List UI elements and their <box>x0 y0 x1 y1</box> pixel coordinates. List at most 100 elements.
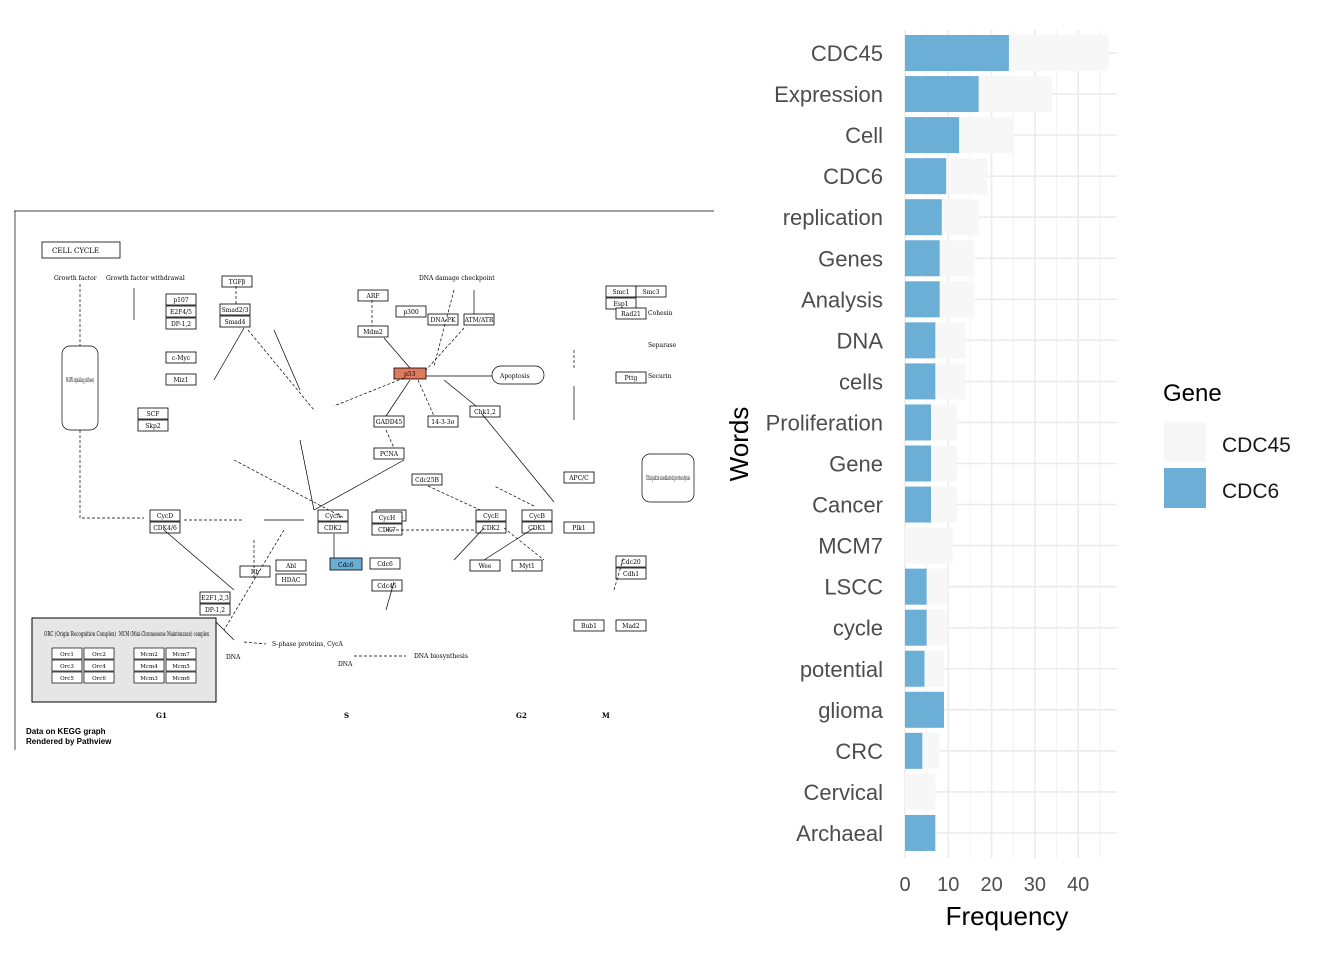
phase-g1: G1 <box>156 711 167 720</box>
x-tick-label: 0 <box>899 874 910 896</box>
y-tick-label: Proliferation <box>766 410 883 435</box>
gene-label: Smad2/3 <box>222 307 249 314</box>
y-tick-label: Cervical <box>804 780 883 805</box>
bar-cdc6-expression <box>905 76 979 113</box>
y-tick-label: cycle <box>833 616 883 641</box>
gene-box <box>369 557 401 570</box>
bar-cdc6-cdc45 <box>905 35 1009 71</box>
pathway-edge <box>385 581 395 611</box>
gene-label: Skp2 <box>145 423 161 430</box>
label-dna-damage: DNA damage checkpoint <box>419 275 495 282</box>
complex-subunit-label: Orc4 <box>92 664 106 670</box>
pathway-edge <box>333 377 405 407</box>
label-ubiquitin: Ubiquitin mediated proteolysis <box>646 475 690 482</box>
y-tick-labels: CDC45 Expression Cell CDC6 replication Genes A… <box>766 41 884 846</box>
pathway-edges <box>133 286 625 641</box>
gene-box <box>371 511 403 524</box>
gene-label: E2F1,2,3 <box>201 595 229 602</box>
y-tick-label: potential <box>800 657 883 682</box>
gene-box <box>221 275 253 288</box>
gene-box-cdc6 <box>329 557 363 571</box>
phase-m: M <box>602 711 610 720</box>
gene-label: Cdc20 <box>621 559 641 566</box>
label-dna-1: DNA <box>226 654 241 661</box>
legend-key-cdc45 <box>1164 422 1206 462</box>
gene-label: Esp1 <box>613 301 628 308</box>
legend-title: Gene <box>1163 380 1222 407</box>
pathway-edge <box>247 329 315 411</box>
pathway-edge <box>425 327 465 371</box>
gene-label: Wee <box>479 563 492 570</box>
gene-box <box>469 405 501 418</box>
pathway-edge <box>613 555 625 591</box>
gene-box <box>165 293 197 306</box>
gene-label: 14-3-3σ <box>431 419 454 426</box>
gene-label: CycH <box>379 515 396 522</box>
bar-cdc6-crc <box>905 732 923 769</box>
gene-label: Smc1 <box>613 289 630 296</box>
pathway-edge <box>213 619 235 641</box>
gene-label: Bub1 <box>581 623 597 630</box>
y-tick-label: Cell <box>845 123 883 148</box>
pathway-edge <box>213 327 245 381</box>
complex-subunit-label: Mcm5 <box>172 664 190 670</box>
complex-subunit-label: Orc3 <box>60 664 74 670</box>
gene-label: c-Myc <box>172 355 191 362</box>
pathway-edge <box>383 337 411 369</box>
x-axis-title: Frequency <box>946 901 1069 931</box>
gene-label: Cdc25B <box>415 477 439 484</box>
pathway-edge <box>273 329 301 391</box>
gene-label: Myt1 <box>519 563 535 570</box>
gene-label: ATM/ATR <box>464 317 494 324</box>
gene-box <box>373 415 405 428</box>
complex-subunit-label: Mcm3 <box>140 676 158 682</box>
x-tick-label: 10 <box>937 874 959 896</box>
gene-label: Abl <box>285 563 296 570</box>
y-tick-label: Genes <box>818 246 883 271</box>
gene-box-group: TGFβ Smad2/3 Smad4 p107 E2F4/5 DP-1,2 c-Myc Miz… <box>137 275 667 632</box>
pathway-edge <box>453 527 485 561</box>
gene-box <box>239 565 271 578</box>
bar-cdc6-dna <box>905 322 936 359</box>
legend-label-cdc6: CDC6 <box>1222 480 1279 503</box>
label-dna-biosynthesis: DNA biosynthesis <box>414 653 468 660</box>
bar-cdc6-cell <box>905 117 960 154</box>
gene-box <box>219 315 251 328</box>
gene-box <box>615 307 647 320</box>
gene-label: CDK7 <box>378 527 396 534</box>
kegg-pathway-svg: CELL CYCLE Growth factor Growth factor w… <box>14 210 714 750</box>
gene-box <box>635 285 667 298</box>
gene-label: Pttg <box>625 375 638 382</box>
gene-label: Smad4 <box>224 319 245 326</box>
bar-cdc45-cervical <box>905 773 936 810</box>
gene-label: CycD <box>157 513 173 520</box>
gene-label: Cdc6 <box>377 561 393 568</box>
gene-label: Cdc45 <box>377 583 397 590</box>
phase-s: S <box>344 711 349 720</box>
pathway-edge <box>223 529 285 631</box>
gene-box <box>521 509 553 522</box>
gene-box <box>275 559 307 572</box>
gene-label: Mad2 <box>622 623 640 630</box>
mapk-arrow <box>79 284 144 519</box>
pathway-edge <box>385 429 395 449</box>
gene-label: Rb <box>251 569 260 576</box>
label-growth-factor: Growth factor <box>54 275 97 282</box>
gene-box <box>137 419 169 432</box>
y-tick-label: LSCC <box>824 575 883 600</box>
bar-cdc6-glioma <box>905 691 944 728</box>
complex-subunit-box <box>133 647 165 660</box>
gene-label: Cdh1 <box>623 571 639 578</box>
y-tick-label: Analysis <box>801 287 883 312</box>
gene-box <box>165 373 197 386</box>
gene-label: GADD45 <box>376 419 403 426</box>
pathway-edge <box>427 485 481 511</box>
gene-box <box>149 509 181 522</box>
gene-label: CycA <box>325 513 341 520</box>
x-tick-label: 30 <box>1024 874 1046 896</box>
gene-label: TGFβ <box>229 279 246 286</box>
bar-cdc6-cancer <box>905 486 931 523</box>
gene-box <box>411 473 443 486</box>
gene-box <box>199 603 231 616</box>
gene-box <box>521 521 553 534</box>
